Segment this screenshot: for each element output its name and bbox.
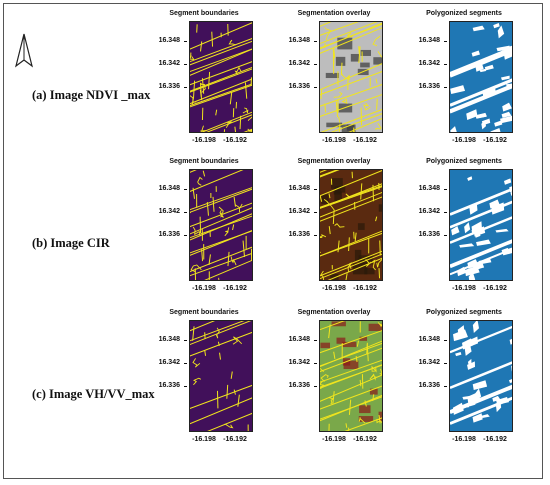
map-image — [319, 320, 383, 432]
panel-title: Segmentation overlay — [297, 309, 371, 316]
x-tick-label: -16.198 — [322, 137, 346, 144]
map-image — [449, 169, 513, 281]
map-image — [319, 169, 383, 281]
y-tick-label: 16.342 — [266, 60, 317, 67]
x-tick-label: -16.192 — [483, 285, 507, 292]
y-tick-label: 16.342 — [396, 208, 447, 215]
figure-frame: (a) Image NDVI _max Segment boundaries 16.… — [3, 3, 543, 479]
map-panel-polygons: Polygonized segments 16.348 16.342 16.336 -1… — [394, 309, 534, 449]
x-tick-label: -16.192 — [223, 285, 247, 292]
row-label: (b) Image CIR — [32, 236, 110, 250]
y-tick-label: 16.348 — [266, 37, 317, 44]
x-tick-label: -16.192 — [483, 137, 507, 144]
panel-title: Segment boundaries — [169, 309, 239, 316]
y-tick-label: 16.342 — [136, 208, 187, 215]
map-panel-overlay: Segmentation overlay 16.348 16.342 16.336 -1… — [264, 158, 404, 298]
map-image — [449, 320, 513, 432]
y-tick-label: 16.336 — [136, 83, 187, 90]
x-tick-label: -16.192 — [353, 137, 377, 144]
y-tick-label: 16.348 — [396, 185, 447, 192]
map-panel-polygons: Polygonized segments 16.348 16.342 16.336 -1… — [394, 10, 534, 150]
x-tick-label: -16.198 — [192, 436, 216, 443]
panel-title: Polygonized segments — [426, 10, 502, 17]
y-tick-label: 16.342 — [396, 359, 447, 366]
x-tick-label: -16.198 — [192, 137, 216, 144]
y-tick-label: 16.348 — [396, 336, 447, 343]
y-tick-label: 16.336 — [266, 83, 317, 90]
y-tick-label: 16.342 — [266, 208, 317, 215]
row-label: (a) Image NDVI _max — [32, 88, 151, 102]
y-tick-label: 16.342 — [396, 60, 447, 67]
y-tick-label: 16.336 — [396, 382, 447, 389]
y-tick-label: 16.348 — [136, 37, 187, 44]
x-tick-label: -16.192 — [353, 285, 377, 292]
map-panel-boundaries: Segment boundaries 16.348 16.342 16.336 -16.… — [134, 158, 274, 298]
y-tick-label: 16.348 — [136, 336, 187, 343]
y-tick-label: 16.348 — [266, 336, 317, 343]
map-panel-overlay: Segmentation overlay 16.348 16.342 16.336 -1… — [264, 309, 404, 449]
y-tick-label: 16.336 — [266, 382, 317, 389]
y-tick-label: 16.348 — [136, 185, 187, 192]
x-tick-label: -16.198 — [322, 285, 346, 292]
map-image — [189, 320, 253, 432]
x-tick-label: -16.198 — [452, 137, 476, 144]
x-tick-label: -16.198 — [452, 285, 476, 292]
x-tick-label: -16.192 — [353, 436, 377, 443]
map-panel-polygons: Polygonized segments 16.348 16.342 16.336 -1… — [394, 158, 534, 298]
panel-title: Segmentation overlay — [297, 158, 371, 165]
row-label: (c) Image VH/VV_max — [32, 387, 155, 401]
y-tick-label: 16.336 — [136, 231, 187, 238]
y-tick-label: 16.342 — [136, 359, 187, 366]
y-tick-label: 16.336 — [396, 83, 447, 90]
y-tick-label: 16.348 — [396, 37, 447, 44]
x-tick-label: -16.198 — [322, 436, 346, 443]
map-panel-boundaries: Segment boundaries 16.348 16.342 16.336 -16.… — [134, 10, 274, 150]
y-tick-label: 16.336 — [136, 382, 187, 389]
map-image — [189, 169, 253, 281]
y-tick-label: 16.342 — [266, 359, 317, 366]
panel-title: Segment boundaries — [169, 158, 239, 165]
x-tick-label: -16.192 — [223, 436, 247, 443]
map-image — [319, 21, 383, 133]
map-panel-boundaries: Segment boundaries 16.348 16.342 16.336 -16.… — [134, 309, 274, 449]
y-tick-label: 16.342 — [136, 60, 187, 67]
y-tick-label: 16.348 — [266, 185, 317, 192]
x-tick-label: -16.198 — [192, 285, 216, 292]
map-panel-overlay: Segmentation overlay 16.348 16.342 16.336 -1… — [264, 10, 404, 150]
panel-title: Polygonized segments — [426, 309, 502, 316]
y-tick-label: 16.336 — [396, 231, 447, 238]
panel-title: Polygonized segments — [426, 158, 502, 165]
north-arrow-icon — [15, 33, 33, 68]
panel-title: Segment boundaries — [169, 10, 239, 17]
x-tick-label: -16.192 — [223, 137, 247, 144]
panel-title: Segmentation overlay — [297, 10, 371, 17]
x-tick-label: -16.192 — [483, 436, 507, 443]
y-tick-label: 16.336 — [266, 231, 317, 238]
map-image — [189, 21, 253, 133]
x-tick-label: -16.198 — [452, 436, 476, 443]
map-image — [449, 21, 513, 133]
